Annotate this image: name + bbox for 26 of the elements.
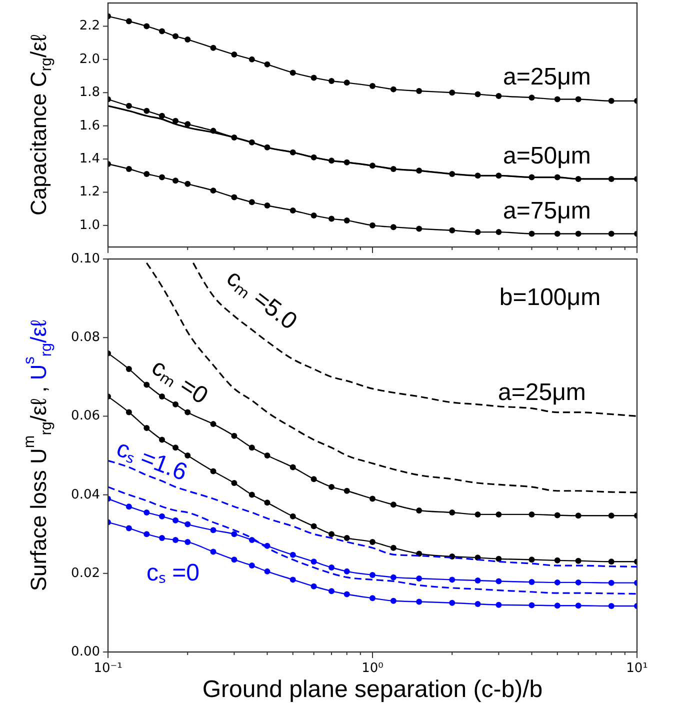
y-tick-label: 0.00	[71, 644, 100, 660]
y-tick-label: 1.8	[79, 85, 100, 100]
x-tick-label: 10¹	[626, 661, 648, 676]
x-axis-title: Ground plane separation (c-b)/b	[202, 676, 543, 703]
y-tick-label: 1.4	[79, 152, 100, 167]
y-tick-label: 0.08	[71, 330, 100, 346]
series-label: a=25μm	[503, 63, 591, 90]
text: cₘ =0	[147, 353, 213, 410]
y-tick-label: 1.6	[79, 118, 100, 134]
y-tick-label: 2.2	[79, 18, 100, 34]
annotation: b=100μm	[499, 284, 601, 310]
y-tick-label: 0.06	[71, 408, 100, 424]
annotation: a=25μm	[498, 378, 586, 406]
series-label: a=50μm	[503, 142, 591, 169]
y-tick-label: 0.10	[71, 252, 100, 266]
series-label: cₛ =0	[146, 559, 200, 586]
y-tick-label: 0.02	[71, 566, 100, 581]
x-tick-label: 10⁻¹	[94, 661, 122, 676]
y-tick-label: 2.0	[79, 52, 100, 67]
text: cₘ =5.0	[222, 264, 302, 335]
series-label: a=75μm	[503, 197, 591, 224]
y-tick-label: 1.0	[79, 218, 100, 233]
text: cₛ =1.6	[113, 434, 191, 486]
y-tick-label: 1.2	[79, 184, 100, 200]
y-tick-label: 0.04	[71, 487, 100, 502]
x-tick-label: 10⁰	[362, 661, 384, 676]
